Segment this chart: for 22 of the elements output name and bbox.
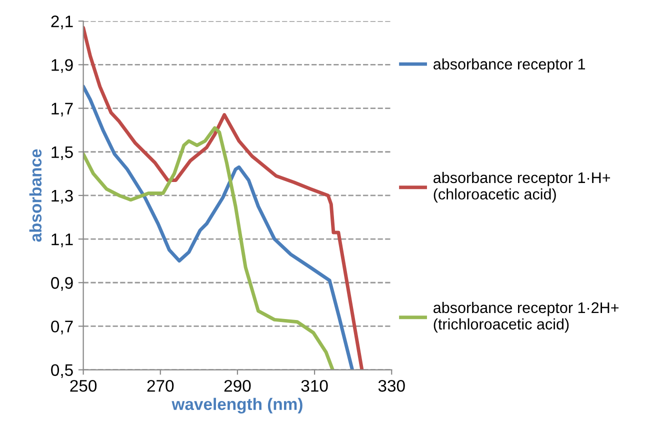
x-axis-title: wavelength (nm) (172, 398, 302, 414)
line-series (83, 126, 334, 370)
y-tick-label: 0,5 (51, 364, 73, 378)
y-tick-label: 0,9 (51, 277, 73, 291)
legend-label: absorbance receptor 1·2H+ (trichloroacetic acid) (434, 302, 619, 333)
y-tick-label: 2,1 (51, 16, 73, 30)
y-tick-label: 1,5 (52, 146, 73, 160)
y-axis-title: absorbance (29, 149, 42, 242)
y-tick-label: 0,7 (51, 320, 73, 334)
y-tick-label: 1,1 (52, 234, 73, 248)
legend-label: absorbance receptor 1·H+ (chloroacetic acid) (434, 172, 610, 203)
x-tick-label: 290 (224, 380, 251, 392)
line-series (83, 26, 364, 370)
line-series (83, 84, 354, 370)
x-tick-label: 310 (301, 380, 328, 392)
x-tick-label: 330 (378, 380, 405, 392)
legend-label: absorbance receptor 1 (434, 58, 586, 73)
x-tick-label: 270 (147, 380, 174, 392)
x-tick-label: 250 (70, 380, 97, 392)
y-tick-label: 1,9 (52, 59, 73, 73)
y-tick-label: 1,7 (52, 102, 73, 116)
y-tick-label: 1,3 (52, 190, 73, 204)
